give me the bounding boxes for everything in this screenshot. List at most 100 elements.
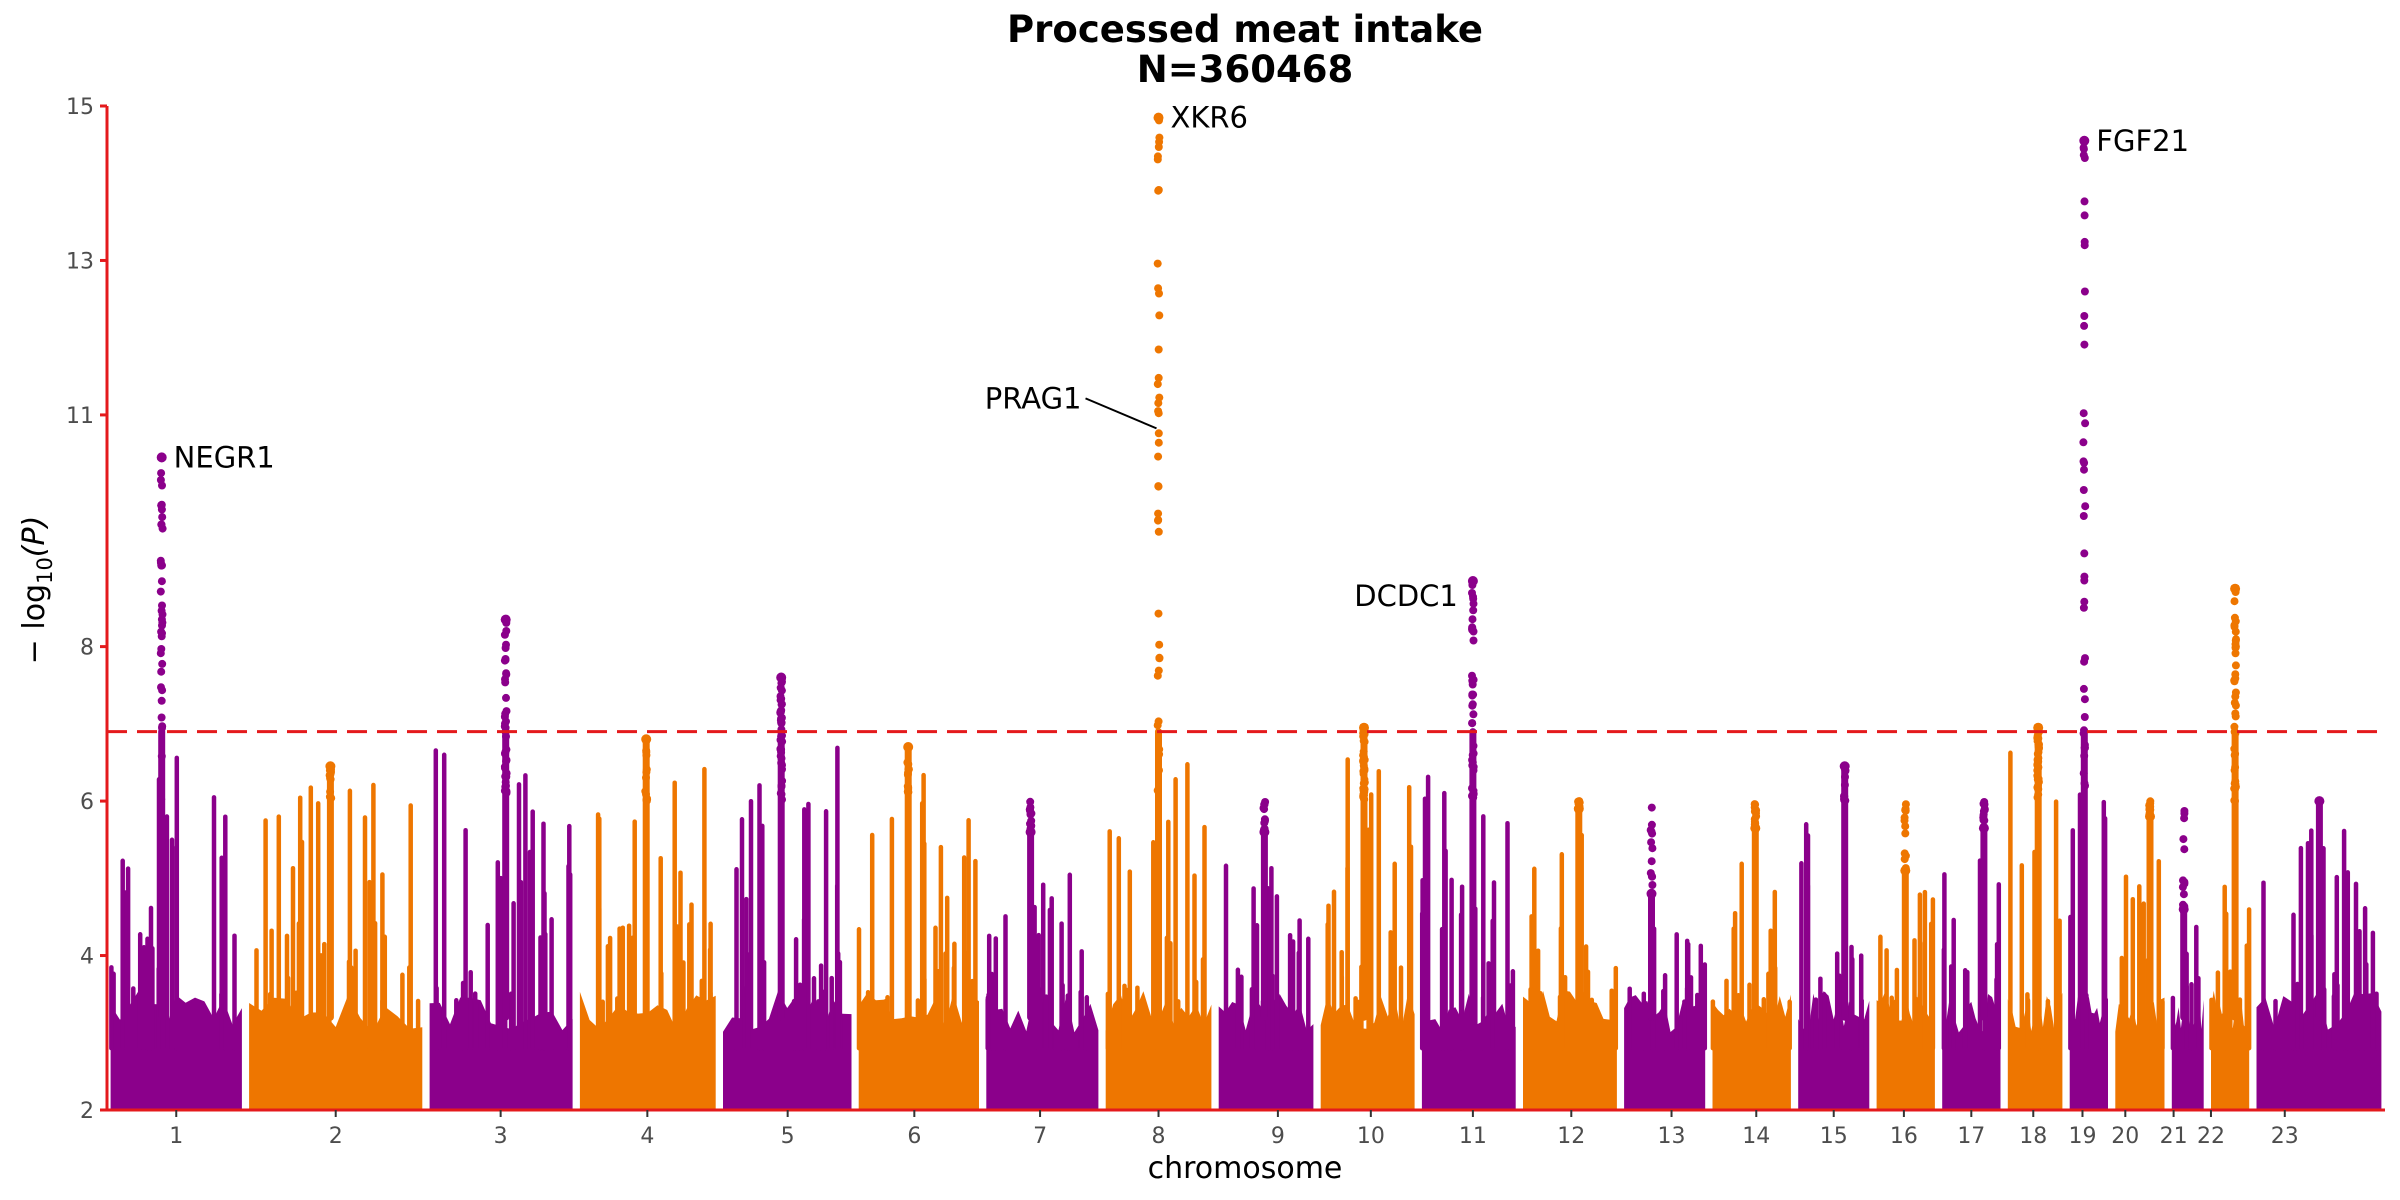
snp-point: [1153, 155, 1162, 164]
snp-point: [2230, 722, 2239, 731]
snp-point: [1154, 509, 1163, 518]
snp-point: [326, 787, 335, 796]
snp-point: [2079, 512, 2088, 520]
snp-point: [2231, 670, 2240, 679]
snp-point: [1901, 829, 1910, 838]
gene-annotations: NEGR1 PRAG1 XKR6 DCDC1 FGF21: [174, 101, 2189, 613]
snp-point: [903, 782, 912, 791]
snp-point: [2033, 734, 2042, 743]
snp-point: [1359, 736, 1368, 745]
snp-point: [1153, 259, 1162, 268]
x-tick-label: 5: [781, 1124, 795, 1149]
snp-point: [1469, 636, 1478, 645]
chromosome-13-lead-snp: [1646, 888, 1657, 899]
snp-point: [1468, 680, 1477, 689]
chromosome-4-lead-snp: [641, 734, 652, 745]
snp-point: [1469, 710, 1478, 719]
snp-point: [777, 700, 786, 709]
snp-point: [642, 790, 650, 799]
snp-point: [158, 601, 166, 610]
gene-label-fgf21: FGF21: [2096, 124, 2189, 158]
snp-point: [501, 719, 509, 728]
gene-label-leader-line: [1085, 397, 1157, 430]
snp-point: [158, 610, 167, 619]
y-axis-label-suffix: (P): [17, 516, 52, 558]
snp-point: [1027, 816, 1036, 825]
snp-point: [501, 772, 510, 781]
snp-point: [1469, 741, 1478, 750]
x-tick-label: 3: [494, 1124, 508, 1149]
chromosome-11-point-band: [1421, 993, 1516, 1110]
chromosome-20-points: [2115, 797, 2165, 1110]
snp-point: [1154, 409, 1163, 418]
snp-point: [157, 561, 166, 570]
snp-point: [2079, 486, 2088, 494]
snp-point: [2080, 287, 2089, 296]
snp-point: [2034, 776, 2043, 785]
snp-point: [2080, 211, 2089, 220]
chromosome-16-points: [1876, 800, 1936, 1110]
snp-point: [1469, 599, 1478, 608]
snp-point: [2081, 502, 2090, 511]
chart-subtitle: N=360468: [1137, 48, 1353, 91]
y-axis-label-subscript: 10: [33, 557, 57, 584]
snp-point: [2079, 769, 2088, 778]
x-axis-ticks: 1 2 3 4 5 6 7 8 9 10 11 12 13 14 15 16 17 18 19 20 21 22 23: [169, 1110, 2299, 1149]
snp-point: [1980, 804, 1989, 813]
snp-point: [2230, 744, 2239, 753]
gene-label-prag1: PRAG1: [985, 381, 1082, 415]
chromosome-19-points: [2068, 135, 2108, 1110]
snp-point: [1260, 800, 1269, 809]
chromosome-1-lead-snp: [156, 452, 167, 463]
snp-point: [158, 513, 167, 522]
snp-point: [904, 788, 913, 797]
snp-point: [2179, 890, 2188, 899]
x-tick-label: 19: [2068, 1124, 2096, 1149]
snp-point: [2080, 549, 2089, 558]
snp-point: [1154, 482, 1163, 491]
snp-point: [1155, 750, 1164, 759]
y-tick-label: 15: [66, 95, 94, 120]
snp-point: [2033, 755, 2042, 764]
snp-point: [1468, 751, 1477, 760]
snp-point: [2079, 409, 2088, 418]
snp-point: [2080, 751, 2089, 760]
x-tick-label: 1: [169, 1124, 183, 1149]
snp-point: [158, 723, 166, 732]
y-tick-label: 6: [80, 790, 94, 815]
chromosome-3-lead-snp: [500, 614, 511, 625]
snp-point: [642, 773, 650, 782]
snp-point: [642, 796, 651, 804]
snp-point: [1155, 311, 1164, 320]
snp-point: [1360, 795, 1369, 804]
chromosome-18-points: [2007, 722, 2063, 1110]
snp-point: [2079, 684, 2088, 693]
snp-point: [2081, 419, 2090, 428]
snp-point: [1260, 818, 1269, 827]
chromosome-1-points: [109, 452, 242, 1110]
snp-point: [1648, 881, 1657, 889]
snp-point: [1026, 810, 1035, 819]
y-axis-label: − log10(P): [17, 516, 57, 665]
snp-point: [2179, 835, 2188, 844]
snp-point: [1360, 787, 1369, 796]
snp-point: [501, 782, 510, 791]
chromosome-15-lead-snp: [1839, 761, 1850, 772]
snp-point: [2231, 649, 2240, 658]
snp-point: [157, 752, 166, 761]
snp-point: [1359, 757, 1368, 766]
snp-point: [777, 706, 786, 715]
snp-point: [1155, 289, 1163, 298]
snp-point: [2079, 603, 2088, 612]
snp-point: [1900, 855, 1909, 864]
chromosome-19-lead-snp: [2079, 135, 2090, 146]
gene-label-xkr6: XKR6: [1171, 101, 1248, 135]
snp-point: [1901, 822, 1910, 831]
chromosome-11-lead-snp: [1467, 576, 1478, 586]
snp-point: [2180, 807, 2189, 815]
chromosome-4-points: [579, 734, 716, 1110]
x-tick-label: 22: [2197, 1124, 2225, 1149]
x-tick-label: 21: [2160, 1124, 2188, 1149]
chromosome-5-lead-snp: [776, 672, 787, 683]
snp-point: [1469, 592, 1477, 601]
